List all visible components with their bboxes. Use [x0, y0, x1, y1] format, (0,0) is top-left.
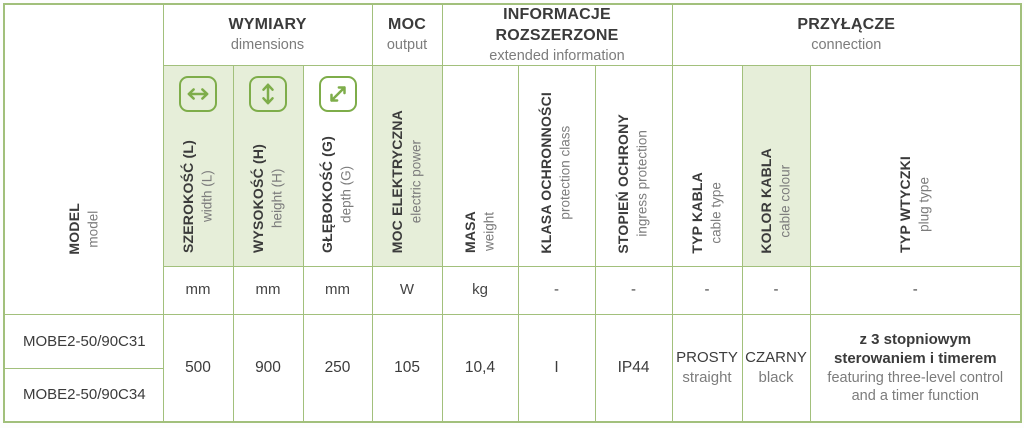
col-label-electric-power: MOC ELEKTRYCZNA electric power: [388, 110, 426, 253]
col-depth-pl: GŁĘBOKOŚĆ (G): [319, 136, 336, 254]
col-header-electric-power: MOC ELEKTRYCZNA electric power: [371, 64, 443, 267]
unit-weight: kg: [441, 265, 519, 315]
col-power-pl: MOC ELEKTRYCZNA: [388, 109, 405, 254]
plug-type-pl: z 3 stopniowym sterowaniem i timerem: [834, 330, 997, 368]
model-label-pl: MODEL: [65, 203, 82, 255]
col-width-en: width (L): [199, 170, 215, 223]
model-label-en: model: [85, 210, 101, 248]
col-cable-colour-en: cable colour: [777, 164, 793, 237]
group-dimensions-en: dimensions: [230, 37, 305, 54]
col-height-pl: WYSOKOŚĆ (H): [249, 144, 266, 254]
col-header-depth: GŁĘBOKOŚĆ (G) depth (G): [302, 64, 373, 267]
value-depth: 250: [302, 313, 373, 423]
cable-type-pl: PROSTY: [676, 348, 738, 366]
value-weight: 10,4: [441, 313, 519, 423]
col-label-plug-type: TYP WTYCZKI plug type: [896, 156, 934, 253]
group-header-output: MOC output: [371, 3, 443, 66]
col-depth-en: depth (G): [338, 166, 354, 224]
col-header-plug-type: TYP WTYCZKI plug type: [809, 64, 1022, 267]
col-plug-pl: TYP WTYCZKI: [897, 156, 914, 254]
col-cable-type-pl: TYP KABLA: [688, 171, 705, 254]
unit-plug-type: -: [809, 265, 1022, 315]
col-plug-en: plug type: [916, 177, 932, 233]
group-output-pl: MOC: [388, 16, 426, 34]
col-ingress-pl: STOPIEŃ OCHRONY: [615, 113, 632, 254]
col-header-cable-type: TYP KABLA cable type: [671, 64, 743, 267]
cable-colour-en: black: [758, 368, 794, 386]
value-cable-colour: CZARNY black: [741, 313, 811, 423]
col-header-ingress-protection: STOPIEŃ OCHRONY ingress protection: [594, 64, 673, 267]
unit-power: W: [371, 265, 443, 315]
spec-table: MODEL model WYMIARY dimensions MOC outpu…: [3, 3, 1023, 424]
col-label-cable-type: TYP KABLA cable type: [688, 172, 726, 254]
value-cable-type: PROSTY straight: [671, 313, 743, 423]
model-row-1: MOBE2-50/90C31: [3, 313, 164, 369]
group-header-dimensions: WYMIARY dimensions: [162, 3, 373, 66]
model-column-header: MODEL model: [3, 3, 164, 315]
unit-cable-colour: -: [741, 265, 811, 315]
value-protection-class: I: [517, 313, 596, 423]
unit-depth: mm: [302, 265, 373, 315]
col-header-height: WYSOKOŚĆ (H) height (H): [232, 64, 304, 267]
value-ingress-protection: IP44: [594, 313, 673, 423]
col-label-cable-colour: KOLOR KABLA cable colour: [757, 148, 795, 254]
group-connection-en: connection: [811, 37, 882, 54]
group-header-extended-info: INFORMACJE ROZSZERZONE extended informat…: [441, 3, 673, 66]
unit-cable-type: -: [671, 265, 743, 315]
col-weight-en: weight: [481, 212, 497, 252]
value-height: 900: [232, 313, 304, 423]
depth-arrow-icon: [318, 76, 357, 113]
cable-colour-pl: CZARNY: [745, 348, 807, 366]
col-header-weight: MASA weight: [441, 64, 519, 267]
col-class-en: protection class: [557, 125, 573, 220]
unit-width: mm: [162, 265, 234, 315]
cable-type-en: straight: [682, 368, 732, 386]
group-output-en: output: [386, 37, 428, 54]
col-cable-type-en: cable type: [708, 181, 724, 244]
col-cable-colour-pl: KOLOR KABLA: [757, 147, 774, 254]
col-power-en: electric power: [408, 139, 424, 224]
col-width-pl: SZEROKOŚĆ (L): [179, 140, 196, 254]
unit-height: mm: [232, 265, 304, 315]
width-arrow-icon: [179, 76, 217, 113]
value-plug-type: z 3 stopniowym sterowaniem i timerem fea…: [809, 313, 1022, 423]
col-label-depth: GŁĘBOKOŚĆ (G) depth (G): [318, 136, 356, 253]
col-label-width: SZEROKOŚĆ (L) width (L): [179, 140, 217, 253]
group-dimensions-pl: WYMIARY: [228, 16, 307, 34]
unit-ingress: -: [594, 265, 673, 315]
value-width: 500: [162, 313, 234, 423]
col-weight-pl: MASA: [461, 211, 478, 254]
col-class-pl: KLASA OCHRONNOŚCI: [538, 91, 555, 254]
col-header-width: SZEROKOŚĆ (L) width (L): [162, 64, 234, 267]
height-arrow-icon: [249, 76, 287, 113]
model-row-2: MOBE2-50/90C34: [3, 367, 164, 423]
col-height-en: height (H): [269, 169, 285, 229]
group-extended-pl: INFORMACJE ROZSZERZONE: [495, 6, 619, 44]
model-label: MODEL model: [65, 203, 103, 255]
plug-type-en: featuring three-level control and a time…: [827, 369, 1004, 405]
col-header-cable-colour: KOLOR KABLA cable colour: [741, 64, 811, 267]
group-header-connection: PRZYŁĄCZE connection: [671, 3, 1022, 66]
group-connection-pl: PRZYŁĄCZE: [797, 16, 896, 34]
col-ingress-en: ingress protection: [634, 130, 650, 237]
col-label-ingress-protection: STOPIEŃ OCHRONY ingress protection: [614, 114, 652, 254]
col-label-protection-class: KLASA OCHRONNOŚCI protection class: [537, 92, 575, 254]
value-power: 105: [371, 313, 443, 423]
col-label-height: WYSOKOŚĆ (H) height (H): [249, 144, 287, 253]
unit-protection-class: -: [517, 265, 596, 315]
col-label-weight: MASA weight: [461, 211, 499, 253]
col-header-protection-class: KLASA OCHRONNOŚCI protection class: [517, 64, 596, 267]
group-extended-en: extended information: [489, 47, 625, 64]
